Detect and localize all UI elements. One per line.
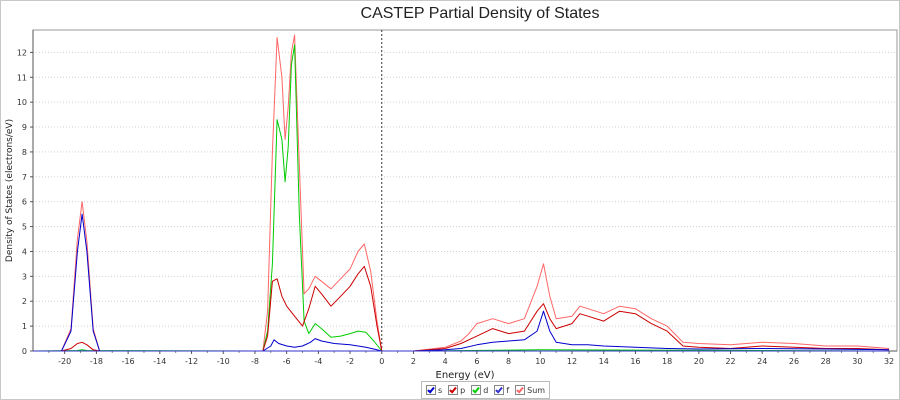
x-tick-label: 18	[662, 357, 672, 366]
y-tick-label: 1	[22, 322, 27, 331]
x-tick-label: 30	[852, 357, 862, 366]
legend-item-f[interactable]: f	[494, 385, 509, 395]
x-tick-label: 4	[443, 357, 448, 366]
y-tick-label: 10	[17, 98, 27, 107]
plot-area	[32, 29, 898, 352]
x-tick-label: 6	[474, 357, 479, 366]
y-tick-label: 12	[17, 48, 27, 57]
legend-checkbox[interactable]	[494, 385, 505, 395]
legend-checkbox[interactable]	[448, 385, 459, 395]
x-tick-label: 0	[379, 357, 384, 366]
x-tick-label: -10	[217, 357, 230, 366]
x-tick-label: -6	[283, 357, 291, 366]
y-tick-label: 6	[22, 198, 27, 207]
legend-checkbox[interactable]	[426, 385, 436, 395]
legend-item-s[interactable]: s	[426, 385, 442, 395]
y-tick-label: 2	[22, 297, 27, 306]
x-tick-label: 2	[411, 357, 416, 366]
x-tick-label: 8	[506, 357, 511, 366]
x-tick-label: -8	[251, 357, 259, 366]
y-tick-label: 0	[22, 347, 27, 356]
legend-label: p	[460, 385, 466, 395]
legend: s p d f Sum	[421, 381, 551, 399]
y-tick-label: 3	[22, 272, 27, 281]
x-tick-label: 14	[599, 357, 609, 366]
y-tick-label: 8	[22, 148, 27, 157]
x-tick-label: -4	[314, 357, 322, 366]
x-tick-label: -20	[58, 357, 71, 366]
x-tick-label: -14	[153, 357, 166, 366]
x-tick-label: -16	[122, 357, 135, 366]
chart-title: CASTEP Partial Density of States	[360, 5, 600, 22]
legend-checkbox[interactable]	[515, 385, 526, 395]
x-tick-label: 12	[567, 357, 577, 366]
x-tick-label: -2	[346, 357, 354, 366]
x-tick-label: 20	[694, 357, 704, 366]
x-tick-label: -18	[90, 357, 103, 366]
legend-label: f	[506, 385, 510, 395]
legend-label: s	[438, 385, 443, 395]
y-tick-label: 4	[22, 247, 27, 256]
x-axis-label: Energy (eV)	[436, 370, 495, 381]
legend-item-d[interactable]: d	[471, 385, 488, 395]
x-tick-label: 32	[884, 357, 894, 366]
y-tick-label: 7	[22, 173, 27, 182]
x-tick-label: 28	[821, 357, 831, 366]
y-tick-label: 9	[22, 123, 27, 132]
x-tick-label: 22	[725, 357, 735, 366]
series-lines	[32, 34, 890, 352]
legend-label: d	[483, 385, 489, 395]
legend-item-p[interactable]: p	[448, 385, 465, 395]
y-axis-label: Density of States (electrons/eV)	[5, 119, 15, 262]
legend-label: Sum	[527, 385, 546, 395]
x-tick-label: 24	[757, 357, 767, 366]
legend-checkbox[interactable]	[471, 385, 482, 395]
x-tick-label: 16	[630, 357, 640, 366]
axis-labels: Energy (eV) Density of States (electrons/…	[5, 119, 495, 381]
legend-item-sum[interactable]: Sum	[515, 385, 545, 395]
grid	[32, 29, 898, 352]
x-tick-label: -12	[185, 357, 198, 366]
x-tick-label: 26	[789, 357, 799, 366]
y-tick-label: 5	[22, 223, 27, 232]
x-tick-label: 10	[535, 357, 545, 366]
y-tick-label: 11	[17, 73, 27, 82]
